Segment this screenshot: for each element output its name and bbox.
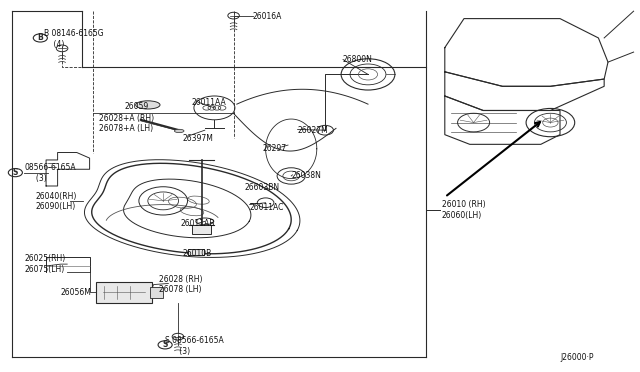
FancyBboxPatch shape (150, 287, 163, 298)
Text: 26016A: 26016A (253, 12, 282, 21)
Text: 26038N: 26038N (291, 171, 321, 180)
Text: 26027M: 26027M (298, 126, 328, 135)
Text: 26011AA: 26011AA (192, 98, 227, 107)
Text: 26028+A (RH)
26078+A (LH): 26028+A (RH) 26078+A (LH) (99, 114, 154, 133)
Ellipse shape (136, 101, 160, 109)
Text: S: S (163, 340, 168, 349)
Text: 26011AB: 26011AB (180, 219, 215, 228)
Text: 26040(RH)
26090(LH): 26040(RH) 26090(LH) (35, 192, 77, 211)
Text: 26028 (RH)
26078 (LH): 26028 (RH) 26078 (LH) (159, 275, 202, 294)
Text: S: S (13, 168, 18, 177)
Text: 26011AC: 26011AC (250, 203, 284, 212)
Text: 26010B: 26010B (182, 249, 212, 258)
FancyBboxPatch shape (192, 225, 211, 234)
FancyBboxPatch shape (188, 249, 204, 255)
Text: 26059: 26059 (125, 102, 149, 110)
FancyBboxPatch shape (96, 282, 152, 303)
Text: 26056M: 26056M (61, 288, 92, 296)
Text: J26000·P: J26000·P (560, 353, 593, 362)
Text: B: B (38, 33, 43, 42)
Text: 26603BN: 26603BN (244, 183, 280, 192)
Ellipse shape (174, 129, 184, 133)
Text: B 08146-6165G
    (4): B 08146-6165G (4) (44, 29, 103, 49)
Text: 26297: 26297 (262, 144, 287, 153)
Text: 26025(RH)
26075(LH): 26025(RH) 26075(LH) (24, 254, 65, 274)
Text: 26010 (RH)
26060(LH): 26010 (RH) 26060(LH) (442, 201, 485, 220)
Text: 08566-6165A
     (3): 08566-6165A (3) (24, 163, 76, 183)
Text: 26397M: 26397M (182, 134, 213, 143)
Text: 26800N: 26800N (342, 55, 372, 64)
Text: S 08566-6165A
      (3): S 08566-6165A (3) (165, 336, 224, 356)
